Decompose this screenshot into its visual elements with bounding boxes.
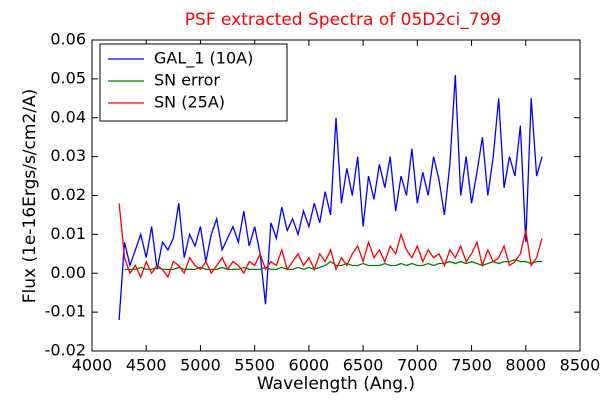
x-tick-label: 4000 [72,356,113,375]
y-tick-label: 0.05 [50,68,86,87]
y-tick-label: 0.00 [50,263,86,282]
x-tick-label: 8000 [505,356,546,375]
x-tick-label: 8500 [560,356,600,375]
series-line [124,258,543,271]
legend: GAL_1 (10A) SN error SN (25A) [99,43,288,122]
x-tick-label: 5500 [234,356,275,375]
y-tick-label: 0.01 [50,224,86,243]
x-tick-label: 7000 [397,356,438,375]
legend-box [99,43,288,122]
x-tick-label: 6000 [289,356,330,375]
y-tick-label: 0.06 [50,30,86,49]
series-line [118,74,543,320]
x-tick-label: 7500 [451,356,492,375]
y-axis-label: Flux (1e-16Ergs/s/cm2/A) [20,89,40,304]
y-tick-label: -0.02 [45,341,86,360]
x-tick-label: 6500 [343,356,384,375]
y-tick-label: 0.04 [50,107,86,126]
x-axis-label: Wavelength (Ang.) [257,374,415,394]
series-line [118,203,543,279]
y-tick-label: 0.02 [50,185,86,204]
x-tick-label: 5000 [180,356,221,375]
legend-label: SN (25A) [154,93,225,112]
x-tick-label: 4500 [126,356,167,375]
legend-label: GAL_1 (10A) [154,49,253,69]
chart-title: PSF extracted Spectra of 05D2ci_799 [185,10,501,30]
y-tick-label: 0.03 [50,146,86,165]
legend-label: SN error [154,71,220,90]
plot-frame [91,39,581,352]
y-tick-label: -0.01 [45,302,86,321]
